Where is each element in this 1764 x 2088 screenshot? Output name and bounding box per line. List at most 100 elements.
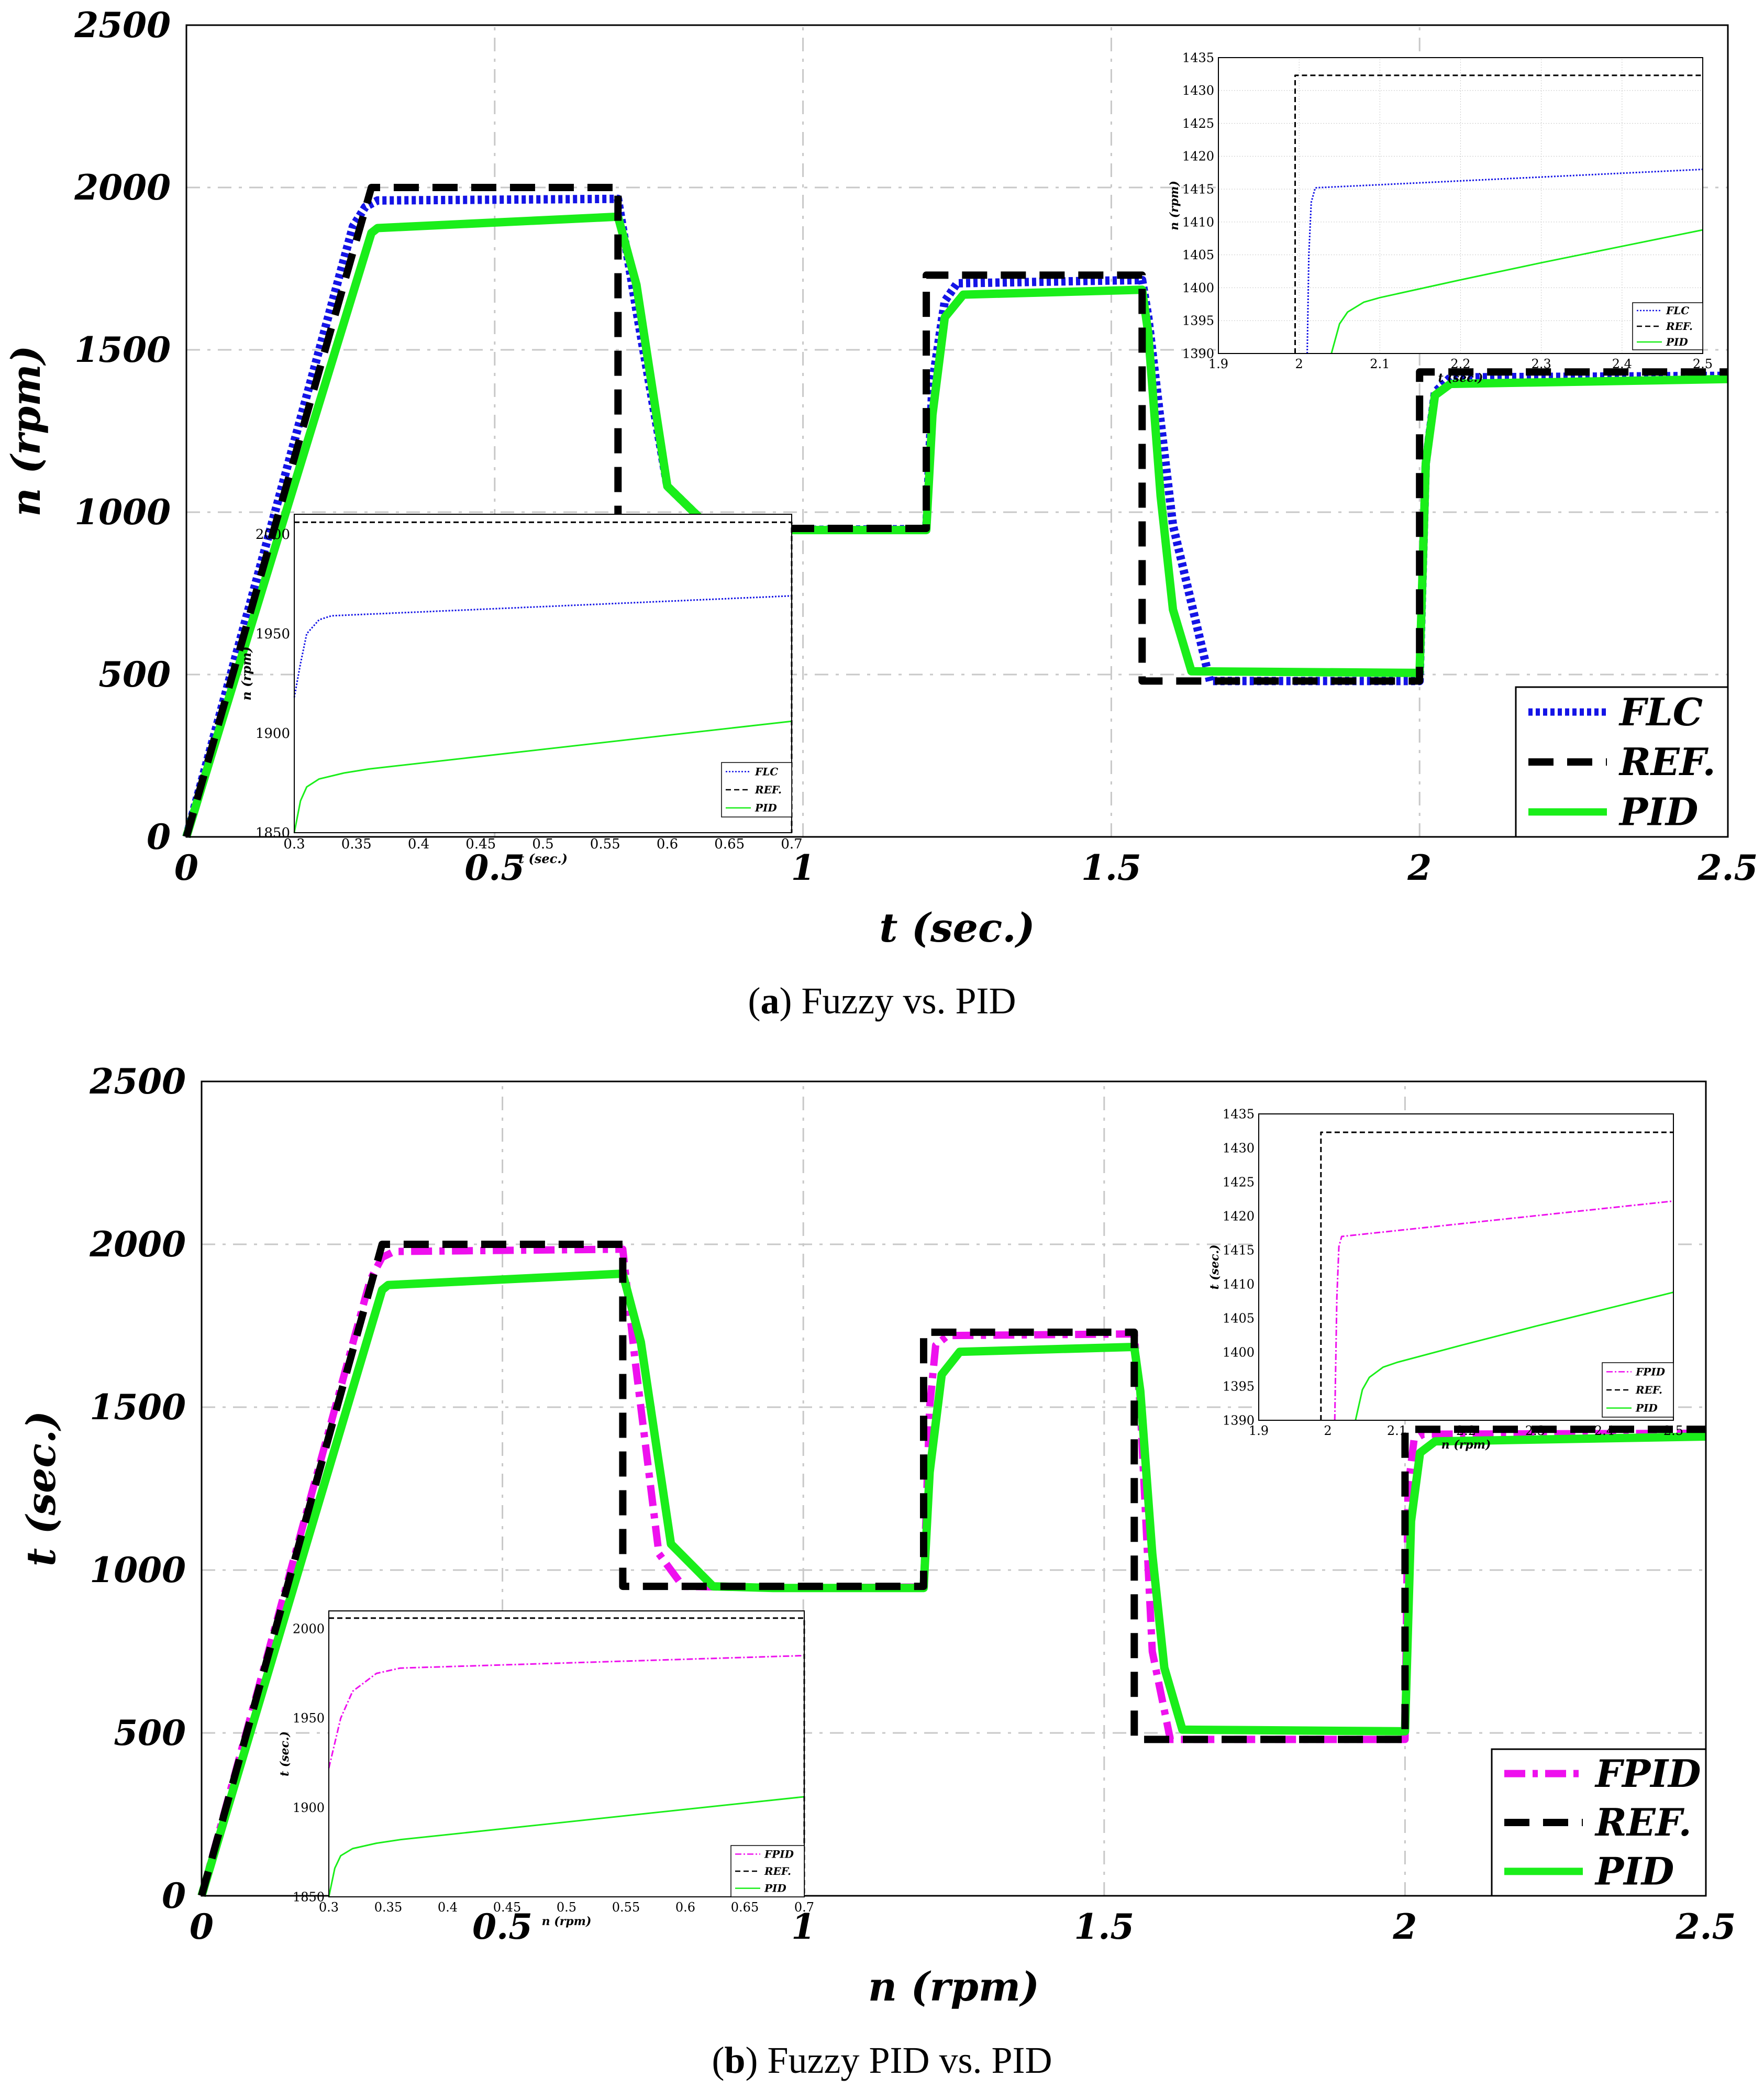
b-main-plot: 0 0.5 1 1.5 2 2.5 0 500 1000 1500 2000 2500 n (rpm) t… [18,1061,1736,2010]
a-main-legend: FLC REF. PID [1515,686,1729,838]
a-inset-bl-xtick-label: 0.35 [341,836,372,852]
b-main-ytick-label: 1000 [90,1550,186,1590]
b-main-ytick-label: 0 [162,1875,186,1916]
a-inset-tr-ytick-label: 1395 [1182,314,1214,328]
b-inset-bl-xtick-label: 0.7 [794,1900,814,1915]
b-inset-bl-xlabel: n (rpm) [542,1915,592,1928]
b-inset-tr-ytick-label: 1405 [1223,1311,1255,1325]
a-main-xtick-label: 1.5 [1081,847,1141,888]
a-main-ytick-label: 500 [98,654,171,695]
b-inset-bl-series-fpid [328,1654,805,1769]
b-inset-tr-ytick-label: 1400 [1223,1345,1255,1360]
a-main-legend-label: FLC [1618,690,1703,734]
b-inset-bl-ytick-label: 1950 [293,1711,325,1726]
b-main-series-pid [197,1269,1706,1897]
a-inset-tr-ytick-label: 1415 [1182,182,1214,197]
a-inset-bl-plot: 0.3 0.35 0.4 0.45 0.5 0.55 0.6 0.65 0.7 1850 1900 1… [239,514,803,866]
b-main-xtick-label: 1 [791,1906,815,1947]
a-inset-bl-xtick-label: 0.3 [283,836,305,852]
b-main-series-ref [198,1241,1706,1897]
a-inset-tr-series-ref [1294,74,1703,353]
a-inset-bl-legend-label: FLC [755,765,778,778]
b-inset-tr-series-fpid [1334,1200,1674,1421]
b-inset-bl-xtick-label: 0.3 [319,1900,339,1915]
a-inset-tr-plot: 1.9 2 2.1 2.2 2.3 2.4 2.5 1390 1395 1400 1405 1410 1… [1168,50,1713,385]
a-main-ytick-label: 0 [147,816,171,857]
a-inset-tr-ytick-label: 1390 [1182,346,1214,361]
a-inset-bl-ylabel: n (rpm) [239,646,254,700]
b-inset-bl-ytick-label: 1900 [293,1800,325,1815]
a-main-ytick-label: 2500 [74,5,171,46]
a-main-plot: 0 0.5 1 1.5 2 2.5 0 500 1000 1500 2000 2500 t (sec.)… [3,5,1758,951]
caption-b-letter: b [724,2039,746,2081]
a-inset-tr-ytick-label: 1425 [1182,116,1214,131]
b-main-xtick-label: 1.5 [1074,1906,1134,1947]
a-inset-tr-axes-box [1218,57,1703,354]
b-inset-bl-xtick-label: 0.65 [731,1900,759,1915]
a-inset-tr-xtick-label: 2.4 [1612,357,1632,371]
b-inset-tr-plot: 1.9 2 2.1 2.2 2.3 2.4 2.5 1390 1395 1400 1405 1410 1… [1208,1107,1683,1452]
a-main-legend-label: PID [1618,790,1698,834]
b-inset-bl-ytick-label: 2000 [293,1622,325,1637]
caption-a-text: Fuzzy vs. PID [801,980,1016,1022]
a-inset-bl-legend-label: REF. [755,783,782,796]
b-inset-tr-xtick-label: 2.5 [1663,1423,1683,1438]
b-main-ytick-label: 2000 [89,1224,186,1265]
a-main-xtick-label: 1 [791,847,815,888]
a-inset-bl-ytick-label: 2000 [256,527,290,543]
b-inset-tr-xlabel: n (rpm) [1441,1438,1491,1452]
a-inset-tr-ytick-label: 1430 [1182,83,1214,98]
b-inset-tr-xtick-label: 2.1 [1387,1423,1407,1438]
b-main-xtick-label: 2.5 [1676,1906,1736,1947]
b-inset-bl-series-pid [328,1796,805,1897]
a-inset-tr-series-pid [1330,229,1703,354]
b-inset-tr-ylabel: t (sec.) [1208,1244,1222,1289]
a-main-xtick-label: 0 [174,847,198,888]
a-inset-tr-legend-label: FLC [1666,304,1689,317]
a-inset-tr-xtick-label: 2.1 [1370,357,1390,371]
b-inset-bl-xtick-label: 0.35 [374,1900,402,1915]
b-inset-tr-legend: FPID REF. PID [1602,1362,1674,1418]
a-inset-bl-ytick-label: 1950 [256,626,290,642]
a-inset-tr-legend-label: PID [1666,336,1688,348]
b-main-axes-box [201,1080,1707,1897]
b-inset-tr-legend-label: PID [1635,1402,1658,1415]
caption-b: (b) Fuzzy PID vs. PID [712,2039,1052,2081]
b-inset-tr-ytick-label: 1425 [1223,1175,1255,1189]
a-main-ylabel: n (rpm) [3,345,49,516]
b-inset-bl-xtick-label: 0.4 [438,1900,458,1915]
a-inset-bl-series-pid [293,720,792,833]
a-inset-tr-ytick-label: 1405 [1182,248,1214,262]
b-main-ytick-label: 2500 [89,1061,186,1102]
a-main-xtick-label: 2 [1407,847,1432,888]
a-inset-bl-xtick-label: 0.45 [465,836,496,852]
a-inset-bl-xtick-label: 0.4 [408,836,429,852]
a-inset-bl-xlabel: t (sec.) [518,851,568,866]
a-inset-tr-xtick-label: 2.3 [1532,357,1551,371]
a-inset-bl-series-flc [293,595,792,698]
caption-b-text: Fuzzy PID vs. PID [767,2039,1052,2081]
b-inset-tr-ytick-label: 1430 [1223,1141,1255,1155]
a-inset-bl-xtick-label: 0.65 [714,836,745,852]
b-inset-bl-xtick-label: 0.5 [557,1900,576,1915]
a-inset-tr-legend-label: REF. [1666,320,1693,333]
a-inset-tr-xtick-label: 2 [1295,357,1303,371]
a-main-ytick-label: 2000 [74,167,171,208]
b-inset-bl-axes-box [328,1610,805,1897]
a-main-axes-box [185,24,1729,838]
caption-a-letter: a [760,980,780,1022]
b-inset-bl-legend: FPID REF. PID [730,1845,805,1897]
a-inset-bl-xtick-label: 0.5 [532,836,553,852]
b-main-xtick-label: 2 [1392,1906,1417,1947]
b-inset-tr-xtick-label: 1.9 [1249,1423,1269,1438]
b-inset-bl-legend-label: REF. [764,1865,791,1877]
a-main-series-ref [183,184,1728,838]
b-main-legend-label: FPID [1594,1751,1701,1796]
b-inset-tr-xtick-label: 2.3 [1525,1423,1545,1438]
a-inset-bl-xtick-label: 0.55 [590,836,620,852]
b-inset-tr-ytick-label: 1390 [1223,1413,1255,1428]
a-inset-tr-ytick-label: 1410 [1182,215,1214,229]
a-inset-bl-xtick-label: 0.7 [781,836,802,852]
a-main-xlabel: t (sec.) [879,904,1035,951]
b-inset-tr-series-pid [1355,1291,1674,1421]
